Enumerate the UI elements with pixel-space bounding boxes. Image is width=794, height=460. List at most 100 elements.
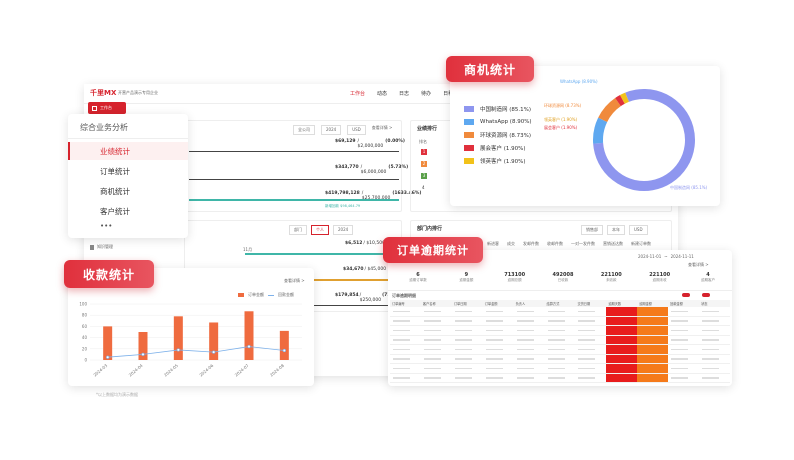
nav-todo[interactable]: 待办: [421, 91, 432, 97]
cell-placeholder: [671, 329, 689, 331]
overdue-date-from[interactable]: 2024-11-01: [638, 254, 662, 259]
performance-panel: 全公司 2024 USD 查看详情 > $69,129 / $2,000,000…: [184, 120, 421, 212]
legend-label: WhatsApp (8.90%): [480, 118, 532, 125]
menu-more[interactable]: •••: [100, 222, 113, 230]
legend-label: 中国制造网 (85.1%): [480, 106, 532, 113]
sidebar-item-knowledge[interactable]: 知识管理: [90, 244, 113, 250]
opportunity-card: 中国制造网 (85.1%) WhatsApp (8.90%) 环球资源网 (8.73…: [450, 66, 720, 206]
table-cell: [452, 355, 483, 364]
tab-marketing[interactable]: 营销送达数: [603, 241, 623, 246]
tab-deal[interactable]: 成交: [507, 241, 515, 246]
toggle-2[interactable]: [702, 293, 710, 297]
dept-select[interactable]: 销售部: [581, 225, 603, 235]
dept-ranking-tabs: 客户 新进客 成交 发邮件数 收邮件数 一对一发件数 营销送达数 新建订单数: [471, 241, 651, 247]
table-cell: [637, 364, 669, 373]
cell-placeholder: [393, 348, 410, 350]
table-row[interactable]: [390, 354, 730, 364]
nav-schedule[interactable]: 日程: [443, 91, 454, 97]
nav-workbench[interactable]: 工作台: [350, 91, 366, 97]
legend-item: 中国制造网 (85.1%): [464, 102, 532, 115]
overdue-date-to[interactable]: 2024-11-11: [670, 254, 694, 259]
cell-placeholder: [578, 348, 596, 350]
table-row[interactable]: [390, 307, 730, 317]
currency-select[interactable]: USD: [347, 125, 366, 135]
payment-settings-link[interactable]: 查看详情 >: [284, 278, 305, 283]
cell-placeholder: [516, 329, 534, 331]
legend-swatch: [464, 131, 474, 138]
menu-item-customers[interactable]: 客户统计: [100, 207, 130, 216]
perf-row-3: $419,798,128 / $25,700,000 (1633.46%): [325, 191, 421, 201]
cell-placeholder: [547, 320, 565, 322]
nav-log[interactable]: 日志: [399, 91, 410, 97]
menu-item-opportunity[interactable]: 商机统计: [100, 187, 130, 196]
overdue-settings-link[interactable]: 查看详情 >: [688, 262, 709, 267]
tab-sent-mail[interactable]: 发邮件数: [523, 241, 539, 246]
cell-placeholder: [578, 310, 596, 312]
tab-one-on-one[interactable]: 一对一发件数: [571, 241, 595, 246]
x-tick-label: 2024-03: [92, 363, 108, 378]
table-cell: [452, 336, 483, 345]
cell-placeholder: [702, 348, 720, 350]
nav-activity[interactable]: 动态: [377, 91, 388, 97]
table-row[interactable]: [390, 373, 730, 383]
dept-row-2-value: $34,670: [343, 267, 364, 272]
x-tick-label: 2024-04: [128, 363, 144, 378]
legend-collect-label: 回款金额: [278, 292, 294, 297]
overdue-stat-value: 221100: [600, 272, 622, 278]
table-row[interactable]: [390, 364, 730, 374]
dept-filter-year[interactable]: 2024: [333, 225, 354, 235]
y-tick-label: 100: [79, 302, 87, 307]
perf-row-1-value: $69,129: [335, 139, 356, 144]
tab-new-customer[interactable]: 新进客: [487, 241, 499, 246]
x-tick-label: 2024-07: [234, 363, 250, 378]
cell-placeholder: [702, 329, 720, 331]
rank-badge-3: 3: [421, 173, 427, 179]
table-cell: [390, 336, 421, 345]
line-collect-amount: [107, 346, 285, 358]
table-row[interactable]: [390, 335, 730, 345]
dept-filter-dept[interactable]: 部门: [289, 225, 307, 235]
table-cell: [545, 374, 576, 383]
table-row[interactable]: [390, 316, 730, 326]
dept-filter-person[interactable]: 个人: [311, 225, 329, 235]
ranking-title: 业绩排行: [417, 126, 438, 132]
cell-placeholder: [454, 329, 472, 331]
analysis-menu: 综合业务分析 业绩统计 订单统计 商机统计 客户统计 •••: [68, 114, 188, 238]
tab-recv-mail[interactable]: 收邮件数: [547, 241, 563, 246]
cell-placeholder: [454, 358, 472, 360]
app-logo: 千里MX: [90, 89, 117, 97]
table-header-cell: 状态: [701, 302, 708, 306]
table-row[interactable]: [390, 345, 730, 355]
sidebar-workbench[interactable]: 工作台: [88, 102, 126, 114]
table-cell: [514, 364, 545, 373]
cell-placeholder: [423, 367, 441, 369]
table-cell: [575, 364, 606, 373]
slice-env: [598, 97, 622, 123]
x-tick-label: 2024-08: [269, 363, 285, 378]
menu-item-orders[interactable]: 订单统计: [100, 167, 130, 176]
cell-placeholder: [516, 377, 534, 379]
cell-placeholder: [702, 367, 720, 369]
tag-opportunity: 商机统计: [446, 56, 534, 82]
bar-order-amount: [209, 322, 219, 360]
table-header-cell: 订单金额: [484, 302, 498, 306]
table-cell: [483, 326, 514, 335]
year-select[interactable]: 2024: [321, 125, 342, 135]
overdue-stat-value: 713100: [504, 272, 526, 278]
dept-ranking-title: 部门内排行: [417, 226, 443, 232]
toggle-1[interactable]: [682, 293, 690, 297]
cell-placeholder: [547, 348, 565, 350]
table-cell: [545, 317, 576, 326]
legend-label: 领英客户 (1.90%): [480, 158, 526, 165]
dept-currency-select[interactable]: USD: [629, 225, 648, 235]
table-cell: [421, 307, 452, 316]
table-cell: [483, 345, 514, 354]
performance-settings-link[interactable]: 查看详情 >: [371, 125, 393, 130]
menu-item-performance[interactable]: 业绩统计: [68, 142, 188, 160]
tab-new-orders[interactable]: 新建订单数: [631, 241, 651, 246]
table-row[interactable]: [390, 326, 730, 336]
period-select[interactable]: 本年: [607, 225, 625, 235]
legend-swatch: [464, 118, 474, 125]
scope-select[interactable]: 全公司: [293, 125, 315, 135]
cell-placeholder: [485, 348, 503, 350]
